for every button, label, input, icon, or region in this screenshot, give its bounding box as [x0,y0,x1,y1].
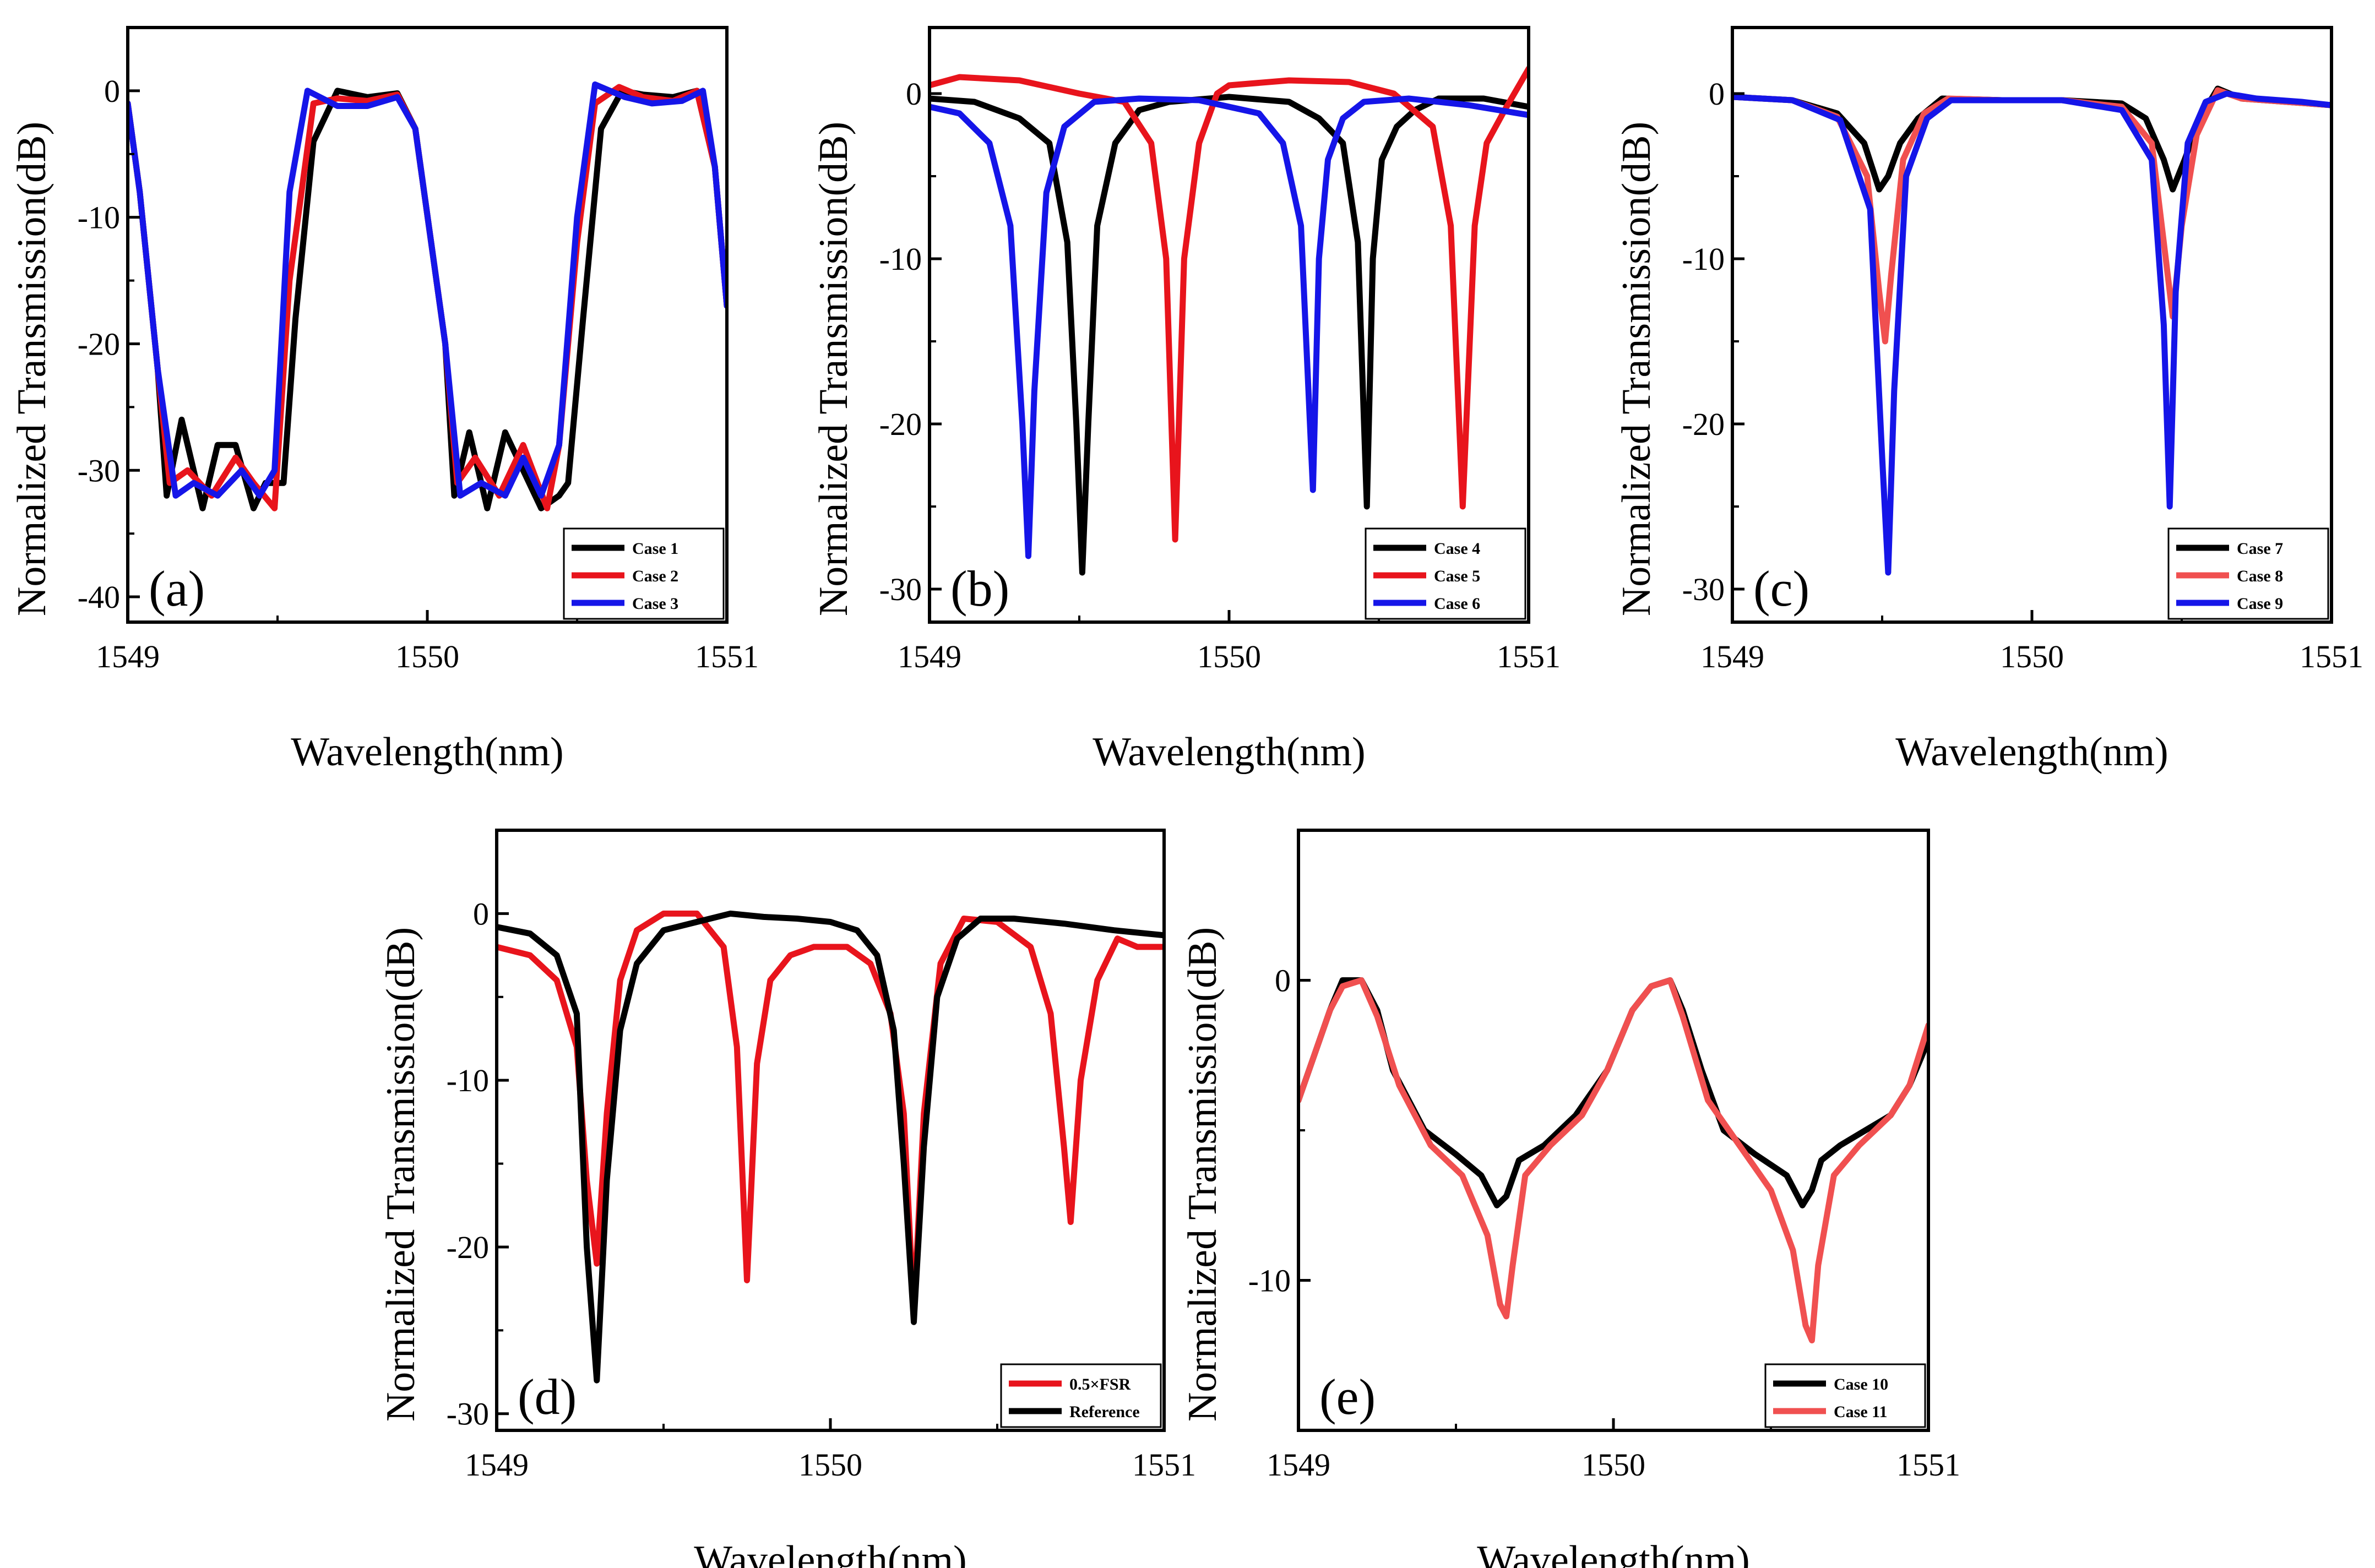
legend: 0.5×FSR Reference [1000,1363,1162,1428]
y-axis-title: Normalized Transmission(dB) [1614,122,1659,616]
x-tick-label: 1549 [898,639,961,674]
x-tick-label: 1550 [2000,639,2064,674]
x-tick-label: 1549 [96,639,160,674]
legend-label: 0.5×FSR [1069,1375,1131,1393]
x-tick-label: 1549 [465,1447,529,1483]
series-group [1732,85,2331,576]
panel-e: 1549 1550 1551 0 -10 Wavelength(nm) Normalized… [1180,829,1960,1568]
y-tick-label: 0 [1275,963,1291,999]
legend-label: Case 2 [632,567,678,585]
y-tick-label: -30 [879,571,922,607]
y-axis-title: Normalized Transmission(dB) [378,927,423,1422]
series-line-case-3 [128,81,727,499]
y-tick-label: 0 [473,896,489,932]
y-tick-label: -10 [879,241,922,277]
panel-label: (d) [518,1369,577,1425]
y-tick-label: -30 [78,453,120,488]
legend-label: Reference [1069,1403,1140,1421]
legend: Case 4 Case 5 Case 6 [1365,527,1526,620]
legend-box [1000,1363,1162,1428]
x-tick-label: 1551 [2300,639,2363,674]
x-axis-title: Wavelength(nm) [1895,729,2168,775]
y-tick-label: 0 [1709,76,1725,112]
series-line-case-5 [930,66,1529,543]
y-tick-label: -20 [879,406,922,442]
legend: Case 7 Case 8 Case 9 [2167,527,2329,620]
legend: Case 1 Case 2 Case 3 [563,527,725,620]
y-tick-label: -30 [1682,571,1725,607]
x-tick-label: 1550 [1197,639,1261,674]
legend-label: Case 7 [2237,540,2283,558]
legend-label: Case 9 [2237,595,2283,613]
panel-c: 1549 1550 1551 0 -10 -20 -30 Wavelength(nm) Norm… [1614,26,2363,775]
x-tick-label: 1551 [695,639,759,674]
panel-b: 1549 1550 1551 0 -10 -20 -30 Wavelength(nm) Norm… [811,26,1561,775]
panel-label: (e) [1319,1369,1376,1425]
series-group [128,81,727,511]
y-axis-title: Normalized Transmission(dB) [811,122,856,616]
legend-label: Case 6 [1434,595,1480,613]
y-tick-label: -10 [1682,241,1725,277]
series-line-reference [497,910,1164,1384]
x-tick-label: 1550 [1581,1447,1645,1483]
series-group [930,66,1529,576]
legend-label: Case 4 [1434,540,1480,558]
series-line-case-4 [930,94,1529,576]
series-line-case-11 [1298,977,1928,1343]
y-tick-label: -40 [78,579,120,615]
legend-box [1764,1363,1926,1428]
legend-label: Case 5 [1434,567,1480,585]
legend-label: Case 8 [2237,567,2283,585]
panel-a: 1549 1550 1551 0 -10 -20 -30 -40 Wavelength(nm) N… [9,26,759,775]
x-tick-label: 1549 [1267,1447,1330,1483]
x-tick-label: 1550 [798,1447,862,1483]
y-tick-label: 0 [906,76,922,112]
x-tick-label: 1551 [1132,1447,1196,1483]
series-group [1298,977,1928,1343]
y-tick-label: -20 [447,1229,489,1265]
x-tick-label: 1550 [395,639,459,674]
panel-label: (b) [950,560,1009,617]
y-tick-label: 0 [104,73,120,109]
legend-label: Case 1 [632,540,678,558]
y-tick-label: -20 [78,326,120,362]
x-tick-label: 1549 [1700,639,1764,674]
panel-label: (c) [1753,560,1809,617]
y-tick-label: -10 [1248,1263,1291,1299]
series-line-0-5-fsr [497,910,1164,1317]
y-axis-title: Normalized Transmission(dB) [9,122,55,616]
y-axis-title: Normalized Transmission(dB) [1180,927,1225,1422]
y-tick-label: -10 [447,1063,489,1098]
x-axis-title: Wavelength(nm) [694,1538,966,1568]
panel-label: (a) [149,560,205,617]
series-line-case-9 [1732,90,2331,576]
legend-label: Case 10 [1834,1375,1888,1393]
panel-d: 1549 1550 1551 0 -10 -20 -30 Wavelength(nm) Norm… [378,829,1196,1568]
series-line-case-6 [930,95,1529,559]
legend-label: Case 3 [632,595,678,613]
legend: Case 10 Case 11 [1764,1363,1926,1428]
x-axis-title: Wavelength(nm) [1477,1538,1749,1568]
x-tick-label: 1551 [1896,1447,1960,1483]
chart-panels: 1549 1550 1551 0 -10 -20 -30 -40 Wavelength(nm) N… [9,26,2363,1568]
legend-label: Case 11 [1834,1403,1888,1421]
x-tick-label: 1551 [1497,639,1561,674]
y-tick-label: -20 [1682,406,1725,442]
x-axis-title: Wavelength(nm) [1093,729,1365,775]
y-tick-label: -10 [78,200,120,236]
x-axis-title: Wavelength(nm) [291,729,563,775]
y-tick-label: -30 [447,1396,489,1432]
series-group [497,910,1164,1384]
